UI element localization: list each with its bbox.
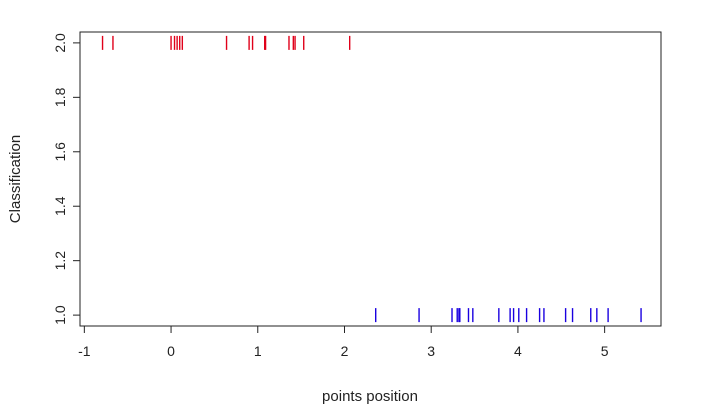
x-tick-label: 3 — [427, 343, 435, 359]
plot-frame — [79, 31, 662, 327]
x-tick-label: 0 — [167, 343, 175, 359]
y-axis-label: Classification — [7, 135, 24, 223]
x-tick-label: 1 — [254, 343, 262, 359]
x-axis: -1 0 1 2 3 4 5 — [78, 325, 609, 359]
y-axis: 1.0 1.2 1.4 1.6 1.8 2.0 — [52, 33, 81, 325]
y-tick-label: 1.4 — [52, 196, 68, 216]
y-tick-label: 1.6 — [52, 142, 68, 162]
y-tick-label: 1.2 — [52, 251, 68, 271]
x-tick-label: 4 — [514, 343, 522, 359]
y-tick-label: 1.0 — [52, 305, 68, 325]
y-tick-label: 1.8 — [52, 87, 68, 107]
data-marks — [101, 35, 642, 323]
x-axis-label: points position — [322, 388, 418, 405]
y-tick-label: 2.0 — [52, 33, 68, 53]
x-tick-label: 2 — [341, 343, 349, 359]
x-tick-label: 5 — [601, 343, 609, 359]
x-tick-label: -1 — [78, 343, 91, 359]
